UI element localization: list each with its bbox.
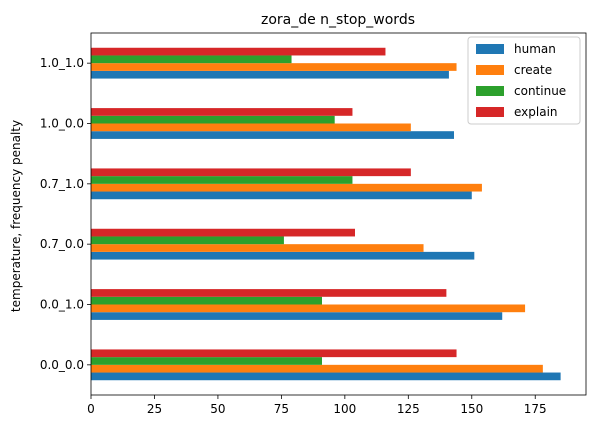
y-tick-label: 1.0_1.0 bbox=[40, 56, 84, 70]
x-tick-label: 150 bbox=[460, 402, 483, 416]
y-tick-label: 0.7_0.0 bbox=[40, 237, 84, 251]
bar-explain-1.0_0.0 bbox=[91, 108, 353, 116]
bar-create-1.0_1.0 bbox=[91, 63, 457, 71]
bar-create-0.0_1.0 bbox=[91, 304, 526, 313]
x-tick-label: 25 bbox=[147, 402, 162, 416]
bar-human-1.0_0.0 bbox=[91, 131, 454, 139]
bar-explain-0.7_1.0 bbox=[91, 168, 411, 177]
bar-human-0.0_0.0 bbox=[91, 372, 561, 381]
x-tick-label: 125 bbox=[397, 402, 420, 416]
x-tick-label: 50 bbox=[210, 402, 225, 416]
bar-continue-0.7_1.0 bbox=[91, 176, 353, 184]
x-tick-label: 175 bbox=[524, 402, 547, 416]
legend-label-explain: explain bbox=[514, 105, 558, 119]
bar-continue-0.0_1.0 bbox=[91, 296, 322, 305]
legend-box bbox=[467, 36, 581, 125]
legend-swatch-create bbox=[476, 65, 504, 75]
bar-explain-0.7_0.0 bbox=[91, 228, 355, 237]
x-tick-label: 0 bbox=[87, 402, 95, 416]
legend: human create continue explain bbox=[467, 36, 581, 125]
bar-continue-0.0_0.0 bbox=[91, 357, 322, 365]
bar-create-0.0_0.0 bbox=[91, 364, 543, 373]
y-axis-label: temperature, frequency penalty bbox=[9, 120, 23, 312]
legend-swatch-human bbox=[476, 44, 504, 54]
y-tick-label: 1.0_0.0 bbox=[40, 117, 84, 131]
legend-swatch-continue bbox=[476, 86, 504, 96]
legend-label-human: human bbox=[514, 42, 556, 56]
axes-group: 0 25 50 75 100 125 150 175 0.0_0.0 0.0_1.0 0.7_0.0… bbox=[40, 32, 587, 416]
bar-create-1.0_0.0 bbox=[91, 123, 411, 132]
bar-create-0.7_0.0 bbox=[91, 244, 424, 252]
legend-swatch-explain bbox=[476, 107, 504, 117]
bar-explain-0.0_1.0 bbox=[91, 289, 447, 297]
bar-create-0.7_1.0 bbox=[91, 183, 482, 192]
legend-label-create: create bbox=[514, 63, 552, 77]
y-tick-label: 0.0_0.0 bbox=[40, 358, 84, 372]
bar-explain-1.0_1.0 bbox=[91, 47, 386, 56]
x-tick-label: 100 bbox=[333, 402, 356, 416]
bar-continue-1.0_0.0 bbox=[91, 115, 335, 124]
chart-title: zora_de n_stop_words bbox=[261, 12, 415, 28]
y-tick-label: 0.0_1.0 bbox=[40, 298, 84, 312]
bar-human-0.0_1.0 bbox=[91, 312, 503, 320]
bar-continue-0.7_0.0 bbox=[91, 236, 284, 245]
bar-human-1.0_1.0 bbox=[91, 70, 449, 79]
legend-label-continue: continue bbox=[514, 84, 566, 98]
y-tick-label: 0.7_1.0 bbox=[40, 177, 84, 191]
bar-human-0.7_1.0 bbox=[91, 191, 472, 200]
plot-frame bbox=[90, 32, 587, 396]
bar-human-0.7_0.0 bbox=[91, 251, 475, 260]
bar-continue-1.0_1.0 bbox=[91, 55, 292, 64]
x-tick-label: 75 bbox=[274, 402, 289, 416]
bars-group bbox=[91, 47, 561, 381]
bar-explain-0.0_0.0 bbox=[91, 349, 457, 358]
